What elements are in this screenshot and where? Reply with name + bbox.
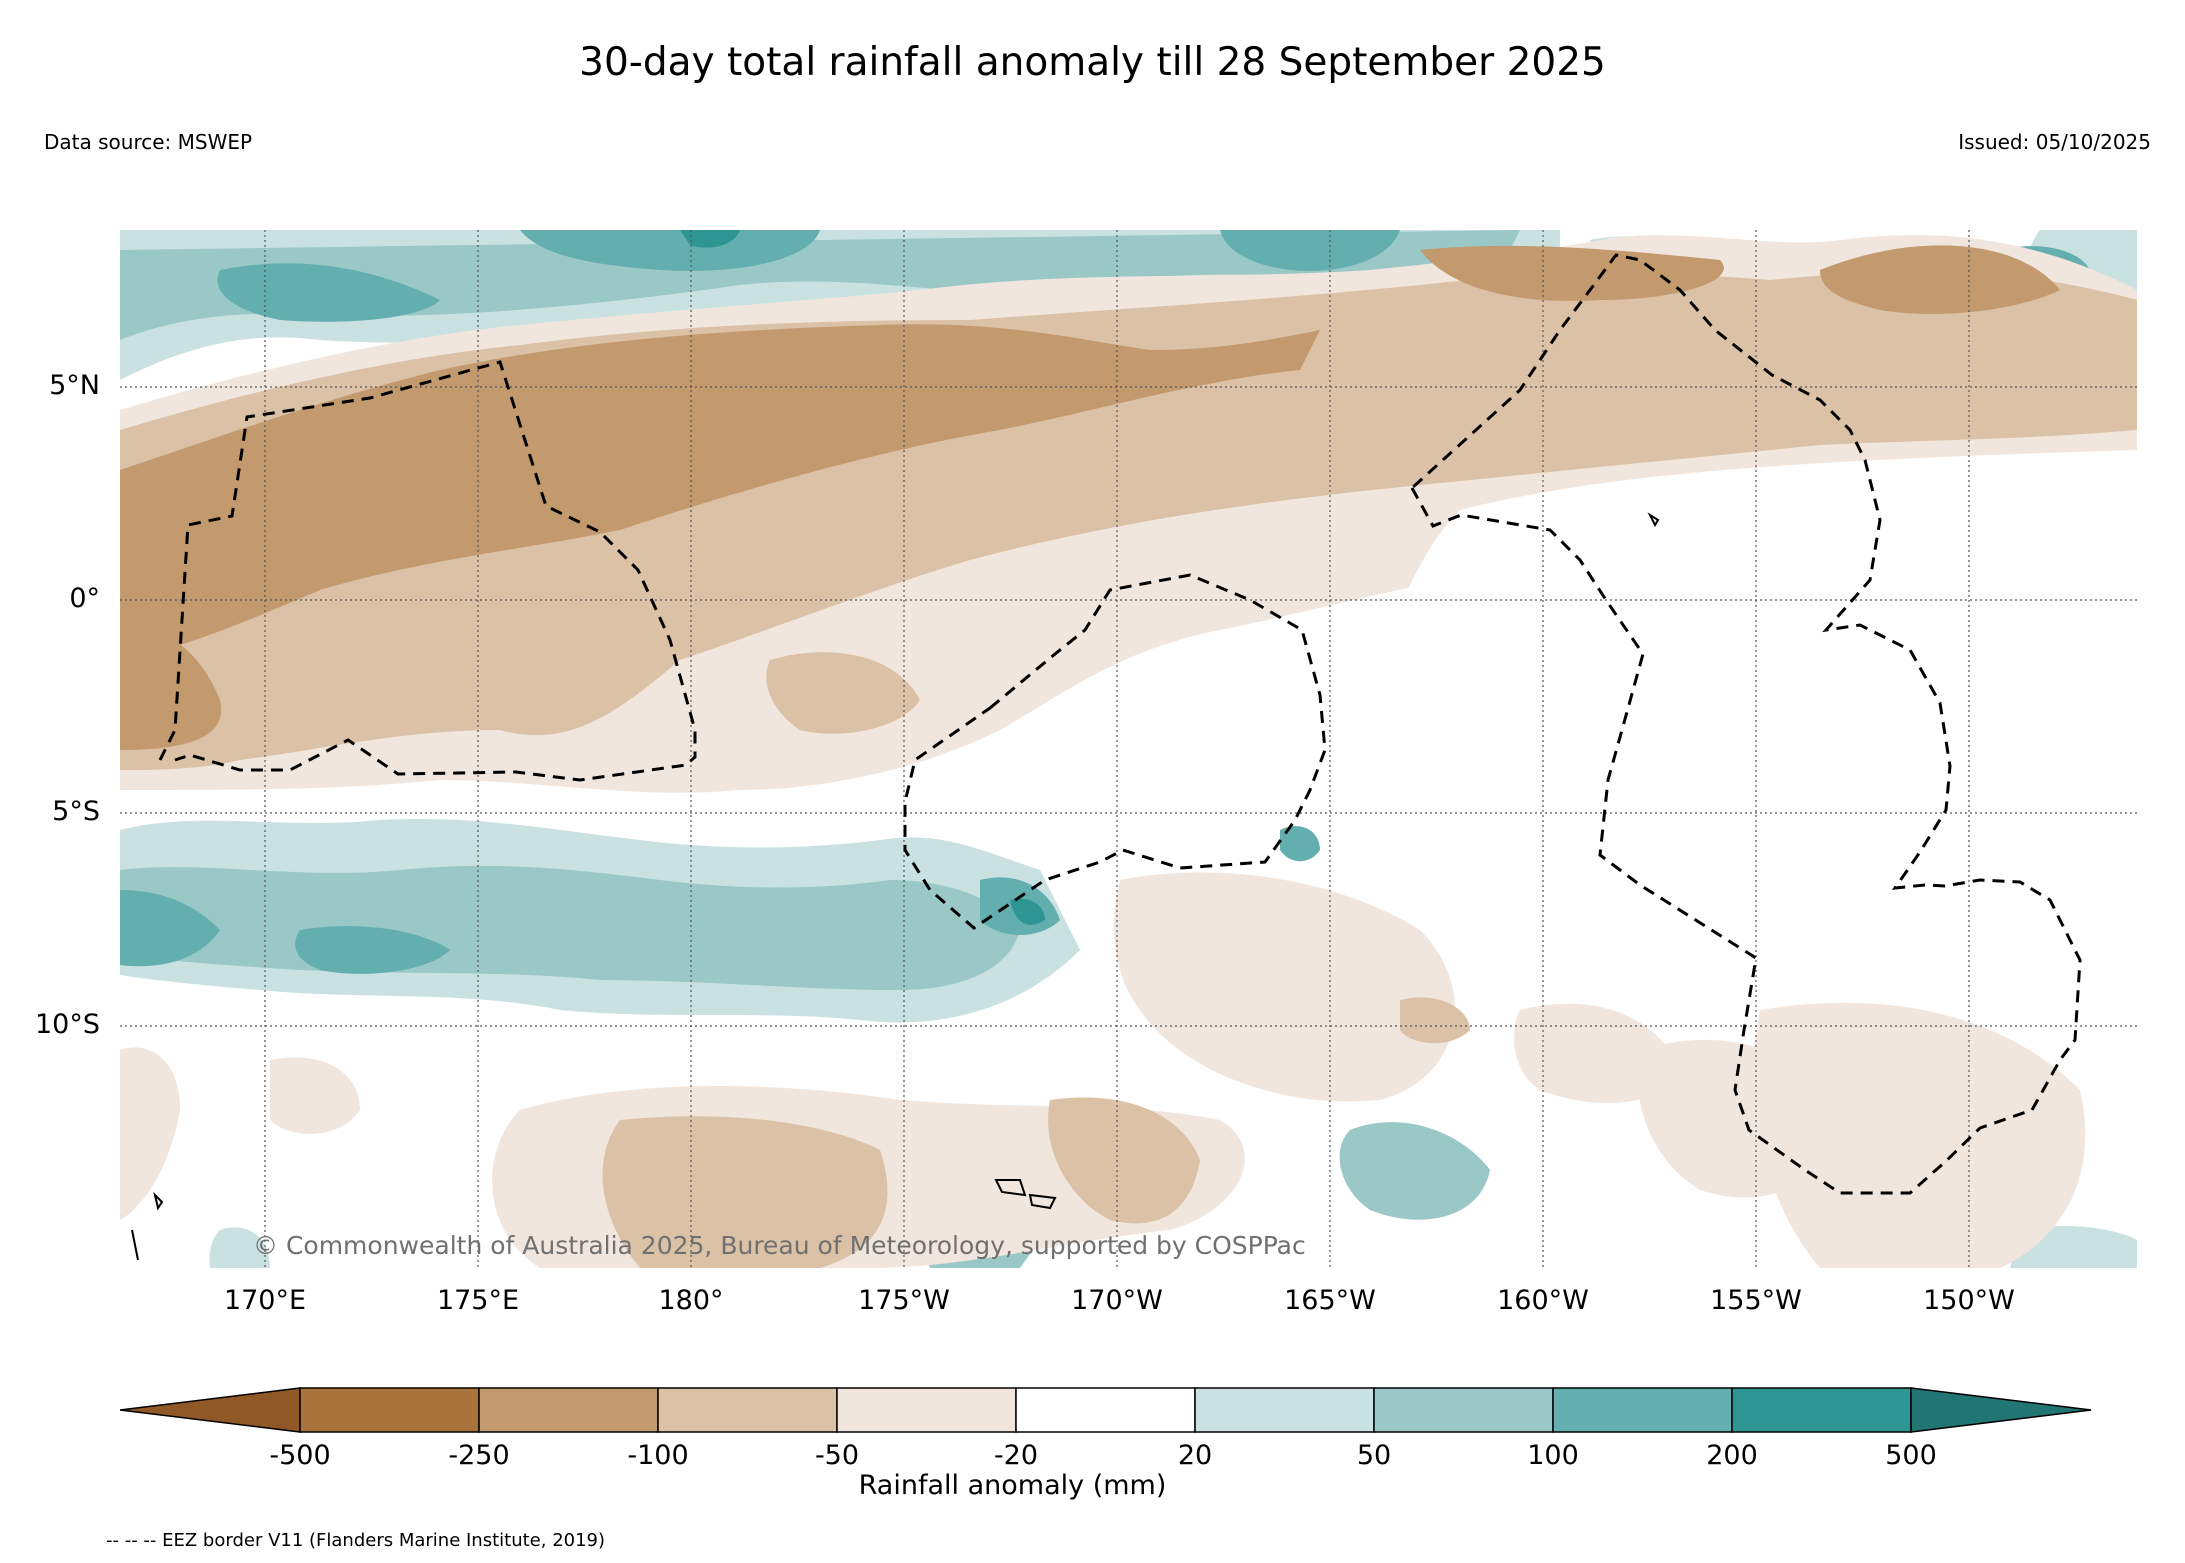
south-dry-patches	[120, 872, 2086, 1268]
issued-date-label: Issued: 05/10/2025	[1958, 130, 2151, 154]
lon-label-170w: 170°W	[1071, 1285, 1163, 1316]
islands	[131, 512, 1660, 1261]
eez-borders	[158, 253, 2082, 1195]
colorbar-tick: 200	[1706, 1440, 1758, 1471]
colorbar-swatch-2	[478, 1387, 659, 1433]
colorbar-tick: 500	[1885, 1440, 1937, 1471]
lat-label-0: 0°	[69, 583, 100, 614]
rainfall-anomaly-map	[120, 230, 2137, 1268]
lat-label-5n: 5°N	[49, 370, 100, 401]
colorbar-swatch-6	[1194, 1387, 1375, 1433]
lon-label-170e: 170°E	[223, 1285, 307, 1316]
map-title: 30-day total rainfall anomaly till 28 Se…	[579, 40, 1606, 85]
lat-label-5s: 5°S	[52, 796, 100, 827]
lon-label-150w: 150°W	[1923, 1285, 2015, 1316]
copyright-notice: © Commonwealth of Australia 2025, Bureau…	[253, 1231, 1306, 1260]
lon-label-160w: 160°W	[1497, 1285, 1589, 1316]
colorbar-swatch-above	[1910, 1387, 2092, 1433]
eez-legend-note: -- -- -- EEZ border V11 (Flanders Marine…	[106, 1530, 606, 1551]
colorbar-swatch-3	[657, 1387, 838, 1433]
island-1	[994, 1179, 1027, 1197]
lon-label-175e: 175°E	[436, 1285, 520, 1316]
colorbar-tick: -500	[269, 1440, 331, 1471]
lon-label-165w: 165°W	[1284, 1285, 1376, 1316]
colorbar-tick: -50	[814, 1440, 860, 1471]
eez-border-central	[903, 573, 1327, 930]
colorbar-title: Rainfall anomaly (mm)	[858, 1470, 1167, 1501]
colorbar-swatch-1	[299, 1387, 480, 1433]
equatorial-dry-band	[120, 235, 2137, 793]
island-3	[1647, 512, 1660, 528]
colorbar-swatch-8	[1552, 1387, 1733, 1433]
eez-border-east	[1410, 253, 2082, 1195]
colorbar-tick: -20	[993, 1440, 1039, 1471]
graticule	[120, 230, 2137, 1268]
colorbar-swatch-5	[1015, 1387, 1196, 1433]
colorbar-tick: -100	[627, 1440, 689, 1471]
colorbar-tick: -250	[448, 1440, 510, 1471]
colorbar-swatch-9	[1731, 1387, 1912, 1433]
colorbar-tick: 50	[1356, 1440, 1392, 1471]
colorbar	[119, 1385, 2105, 1439]
lon-label-180: 180°	[658, 1285, 724, 1316]
lat-label-10s: 10°S	[35, 1009, 100, 1040]
colorbar-tick: 100	[1527, 1440, 1579, 1471]
colorbar-swatch-below	[119, 1387, 301, 1433]
data-source-label: Data source: MSWEP	[44, 130, 253, 154]
island-2	[1028, 1193, 1057, 1210]
colorbar-swatch-4	[836, 1387, 1017, 1433]
island-4	[131, 1229, 139, 1261]
colorbar-tick: 20	[1177, 1440, 1213, 1471]
lon-label-155w: 155°W	[1710, 1285, 1802, 1316]
eez-border-west	[158, 360, 697, 782]
south-wet-band	[120, 819, 2137, 1268]
island-5	[153, 1191, 164, 1211]
lon-label-175w: 175°W	[858, 1285, 950, 1316]
colorbar-swatch-7	[1373, 1387, 1554, 1433]
